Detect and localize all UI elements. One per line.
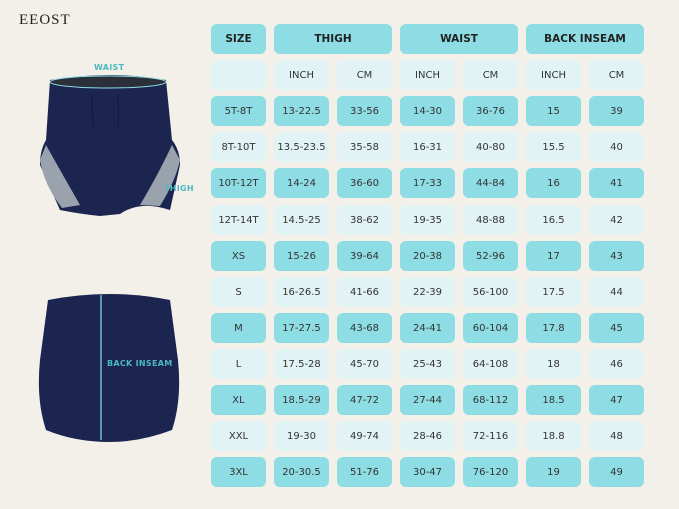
measurement-cell: 47 bbox=[589, 385, 644, 415]
measurement-cell: 76-120 bbox=[463, 457, 518, 487]
header-thigh: THIGH bbox=[274, 24, 392, 54]
measurement-cell: 42 bbox=[589, 205, 644, 235]
measurement-cell: 20-30.5 bbox=[274, 457, 329, 487]
measurement-cell: 48 bbox=[589, 421, 644, 451]
measurement-cell: 44 bbox=[589, 277, 644, 307]
measurement-cell: 13.5-23.5 bbox=[274, 132, 329, 162]
measurement-cell: 43-68 bbox=[337, 313, 392, 343]
measurement-cell: 68-112 bbox=[463, 385, 518, 415]
measurement-cell: 40 bbox=[589, 132, 644, 162]
measurement-cell: 20-38 bbox=[400, 241, 455, 271]
size-cell: XXL bbox=[211, 421, 266, 451]
measurement-cell: 51-76 bbox=[337, 457, 392, 487]
measurement-cell: 64-108 bbox=[463, 349, 518, 379]
measurement-cell: 14-24 bbox=[274, 168, 329, 198]
unit-header: CM bbox=[463, 60, 518, 91]
measurement-cell: 22-39 bbox=[400, 277, 455, 307]
size-cell: M bbox=[211, 313, 266, 343]
measurement-cell: 46 bbox=[589, 349, 644, 379]
measurement-cell: 38-62 bbox=[337, 205, 392, 235]
measurement-cell: 15-26 bbox=[274, 241, 329, 271]
measurement-cell: 40-80 bbox=[463, 132, 518, 162]
measurement-cell: 36-76 bbox=[463, 96, 518, 126]
measurement-cell: 56-100 bbox=[463, 277, 518, 307]
measurement-cell: 17 bbox=[526, 241, 581, 271]
measurement-cell: 49-74 bbox=[337, 421, 392, 451]
size-cell: 8T-10T bbox=[211, 132, 266, 162]
measurement-cell: 17.5-28 bbox=[274, 349, 329, 379]
size-cell: 3XL bbox=[211, 457, 266, 487]
unit-header: INCH bbox=[400, 60, 455, 91]
front-garment-image bbox=[40, 75, 180, 216]
measurement-cell: 27-44 bbox=[400, 385, 455, 415]
measurement-cell: 17.5 bbox=[526, 277, 581, 307]
measurement-cell: 41-66 bbox=[337, 277, 392, 307]
thigh-label: THIGH bbox=[164, 184, 194, 193]
measurement-cell: 18.5 bbox=[526, 385, 581, 415]
size-cell: XL bbox=[211, 385, 266, 415]
measurement-cell: 17-27.5 bbox=[274, 313, 329, 343]
header-waist: WAIST bbox=[400, 24, 518, 54]
measurement-cell: 72-116 bbox=[463, 421, 518, 451]
back-garment-image bbox=[38, 294, 180, 442]
measurement-cell: 19 bbox=[526, 457, 581, 487]
back-inseam-label: BACK INSEAM bbox=[107, 359, 173, 368]
size-cell: 12T-14T bbox=[211, 205, 266, 235]
measurement-cell: 36-60 bbox=[337, 168, 392, 198]
unit-header: CM bbox=[589, 60, 644, 91]
measurement-cell: 41 bbox=[589, 168, 644, 198]
measurement-cell: 16 bbox=[526, 168, 581, 198]
measurement-cell: 19-30 bbox=[274, 421, 329, 451]
unit-header: INCH bbox=[274, 60, 329, 91]
measurement-cell: 15.5 bbox=[526, 132, 581, 162]
size-cell: 5T-8T bbox=[211, 96, 266, 126]
measurement-cell: 47-72 bbox=[337, 385, 392, 415]
header-back-inseam: BACK INSEAM bbox=[526, 24, 644, 54]
measurement-cell: 30-47 bbox=[400, 457, 455, 487]
measurement-cell: 18.8 bbox=[526, 421, 581, 451]
measurement-cell: 18.5-29 bbox=[274, 385, 329, 415]
measurement-cell: 35-58 bbox=[337, 132, 392, 162]
measurement-cell: 43 bbox=[589, 241, 644, 271]
unit-header: INCH bbox=[526, 60, 581, 91]
measurement-cell: 52-96 bbox=[463, 241, 518, 271]
measurement-cell: 39 bbox=[589, 96, 644, 126]
measurement-cell: 39-64 bbox=[337, 241, 392, 271]
measurement-cell: 16-31 bbox=[400, 132, 455, 162]
measurement-cell: 16-26.5 bbox=[274, 277, 329, 307]
measurement-cell: 60-104 bbox=[463, 313, 518, 343]
measurement-cell: 13-22.5 bbox=[274, 96, 329, 126]
measurement-cell: 16.5 bbox=[526, 205, 581, 235]
measurement-cell: 45-70 bbox=[337, 349, 392, 379]
header-size: SIZE bbox=[211, 24, 266, 54]
measurement-cell: 45 bbox=[589, 313, 644, 343]
measurement-cell: 49 bbox=[589, 457, 644, 487]
measurement-cell: 28-46 bbox=[400, 421, 455, 451]
size-cell: 10T-12T bbox=[211, 168, 266, 198]
measurement-cell: 14.5-25 bbox=[274, 205, 329, 235]
measurement-cell: 18 bbox=[526, 349, 581, 379]
measurement-cell: 25-43 bbox=[400, 349, 455, 379]
measurement-cell: 15 bbox=[526, 96, 581, 126]
unit-header bbox=[211, 60, 266, 91]
measurement-cell: 19-35 bbox=[400, 205, 455, 235]
waist-label: WAIST bbox=[94, 63, 125, 72]
unit-header: CM bbox=[337, 60, 392, 91]
measurement-cell: 14-30 bbox=[400, 96, 455, 126]
measurement-cell: 24-41 bbox=[400, 313, 455, 343]
measurement-cell: 17-33 bbox=[400, 168, 455, 198]
brand-logo: EEOST bbox=[19, 12, 71, 28]
size-cell: L bbox=[211, 349, 266, 379]
measurement-cell: 33-56 bbox=[337, 96, 392, 126]
measurement-cell: 17.8 bbox=[526, 313, 581, 343]
size-cell: XS bbox=[211, 241, 266, 271]
measurement-cell: 48-88 bbox=[463, 205, 518, 235]
measurement-cell: 44-84 bbox=[463, 168, 518, 198]
size-cell: S bbox=[211, 277, 266, 307]
